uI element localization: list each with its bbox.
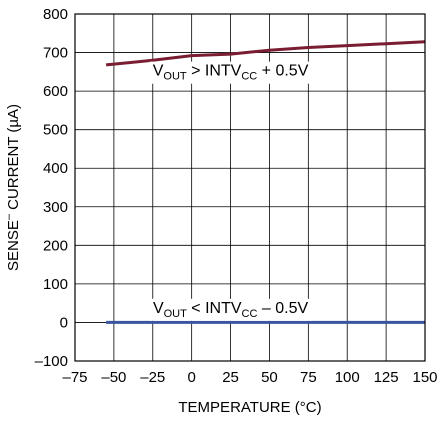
y-axis-label: SENSE– CURRENT (µA) — [3, 104, 22, 271]
y-axis-label-post: CURRENT (µA) — [5, 104, 22, 214]
x-tick-label: 0 — [187, 369, 195, 386]
series-layer — [105, 40, 426, 324]
annotation-part: > INTV — [187, 63, 242, 80]
annotation-part: V — [153, 300, 164, 317]
annotation-part: – 0.5V — [257, 300, 308, 317]
x-tick-label: 100 — [335, 369, 360, 386]
annotation-part: < INTV — [187, 300, 242, 317]
y-tick-label: 600 — [43, 83, 68, 100]
x-tick-label: 125 — [374, 369, 399, 386]
x-tick-label: –25 — [140, 369, 165, 386]
annotation-part: + 0.5V — [257, 63, 308, 80]
annotation-part: OUT — [164, 308, 188, 320]
y-tick-label: 400 — [43, 160, 68, 177]
x-tick-label: 150 — [412, 369, 437, 386]
y-axis-label-pre: SENSE — [5, 220, 22, 271]
y-axis-label-sup: – — [3, 213, 15, 220]
annotation-1: VOUT > INTVCC + 0.5V — [153, 63, 309, 83]
y-tick-label: 0 — [60, 314, 68, 331]
y-tick-label: –100 — [35, 353, 68, 370]
y-tick-label: 100 — [43, 276, 68, 293]
x-axis-label: TEMPERATURE (°C) — [178, 399, 321, 416]
y-tick-label: 800 — [43, 6, 68, 23]
annotation-part: OUT — [163, 71, 187, 83]
plot-frame — [74, 13, 426, 362]
x-tick-label: –75 — [62, 369, 87, 386]
y-tick-label: 300 — [43, 199, 68, 216]
annotation-part: V — [153, 63, 164, 80]
x-tick-labels: –75 –50 –25 0 25 50 75 100 125 150 — [62, 369, 437, 386]
annotation-part: CC — [241, 71, 257, 83]
annotation-background — [149, 298, 312, 321]
x-tick-label: 75 — [300, 369, 317, 386]
series-line-1 — [105, 40, 426, 67]
y-tick-label: 500 — [43, 122, 68, 139]
annotation-part: CC — [242, 308, 258, 320]
y-tick-label: 200 — [43, 237, 68, 254]
y-tick-labels: –100 0 100 200 300 400 500 600 700 800 — [35, 6, 68, 370]
x-tick-label: 25 — [222, 369, 239, 386]
x-tick-label: –50 — [101, 369, 126, 386]
y-tick-label: 700 — [43, 45, 68, 62]
annotation-background — [149, 61, 312, 84]
annotation-2: VOUT < INTVCC – 0.5V — [153, 300, 309, 320]
x-tick-label: 50 — [261, 369, 278, 386]
